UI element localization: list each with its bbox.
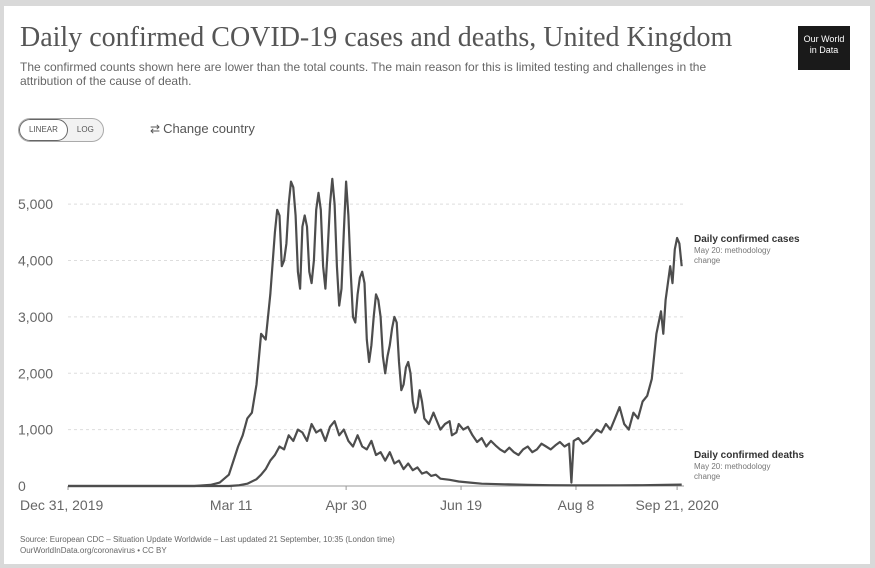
logo-line-1: Our World (803, 34, 845, 44)
y-tick-label: 3,000 (18, 309, 53, 325)
series-note: change (694, 472, 721, 481)
linear-scale-button[interactable]: LINEAR (19, 119, 68, 141)
series-note: May 20: methodology (694, 246, 771, 255)
y-tick-label: 5,000 (18, 196, 53, 212)
series-note: May 20: methodology (694, 462, 771, 471)
y-tick-label: 4,000 (18, 253, 53, 269)
series-line-cases (68, 177, 683, 488)
y-tick-label: 2,000 (18, 365, 53, 381)
series-note: change (694, 256, 721, 265)
y-tick-label: 0 (18, 478, 26, 494)
log-scale-button[interactable]: LOG (76, 125, 94, 134)
change-country-label: Change country (163, 121, 255, 136)
owid-logo[interactable]: Our World in Data (798, 26, 850, 70)
x-tick-label: Dec 31, 2019 (20, 497, 103, 513)
change-country-button[interactable]: ⇄ Change country (150, 121, 255, 136)
source-note: Source: European CDC – Situation Update … (20, 534, 720, 556)
x-tick-label: Jun 19 (440, 497, 482, 513)
chart-subtitle: The confirmed counts shown here are lowe… (20, 60, 707, 88)
source-line: Source: European CDC – Situation Update … (20, 535, 395, 544)
line-chart: 0 1,000 2,000 3,000 4,000 5,000 Dec 31, 2019 Ma… (18, 177, 804, 513)
y-tick-label: 1,000 (18, 422, 53, 438)
x-tick-label: Apr 30 (325, 497, 366, 513)
x-tick-label: Mar 11 (210, 497, 253, 513)
series-label: Daily confirmed deaths (694, 450, 804, 461)
swap-icon: ⇄ (150, 122, 161, 136)
chart-card: Daily confirmed COVID-19 cases and death… (4, 6, 870, 564)
logo-line-2: in Data (809, 45, 839, 55)
scale-toggle: LINEAR LOG (18, 118, 104, 142)
series-line-deaths (68, 420, 682, 488)
series-label: Daily confirmed cases (694, 234, 800, 245)
x-tick-label: Aug 8 (558, 497, 595, 513)
source-url[interactable]: OurWorldInData.org/coronavirus • CC BY (20, 546, 167, 555)
chart-title: Daily confirmed COVID-19 cases and death… (20, 22, 733, 53)
x-tick-label: Sep 21, 2020 (635, 497, 719, 513)
